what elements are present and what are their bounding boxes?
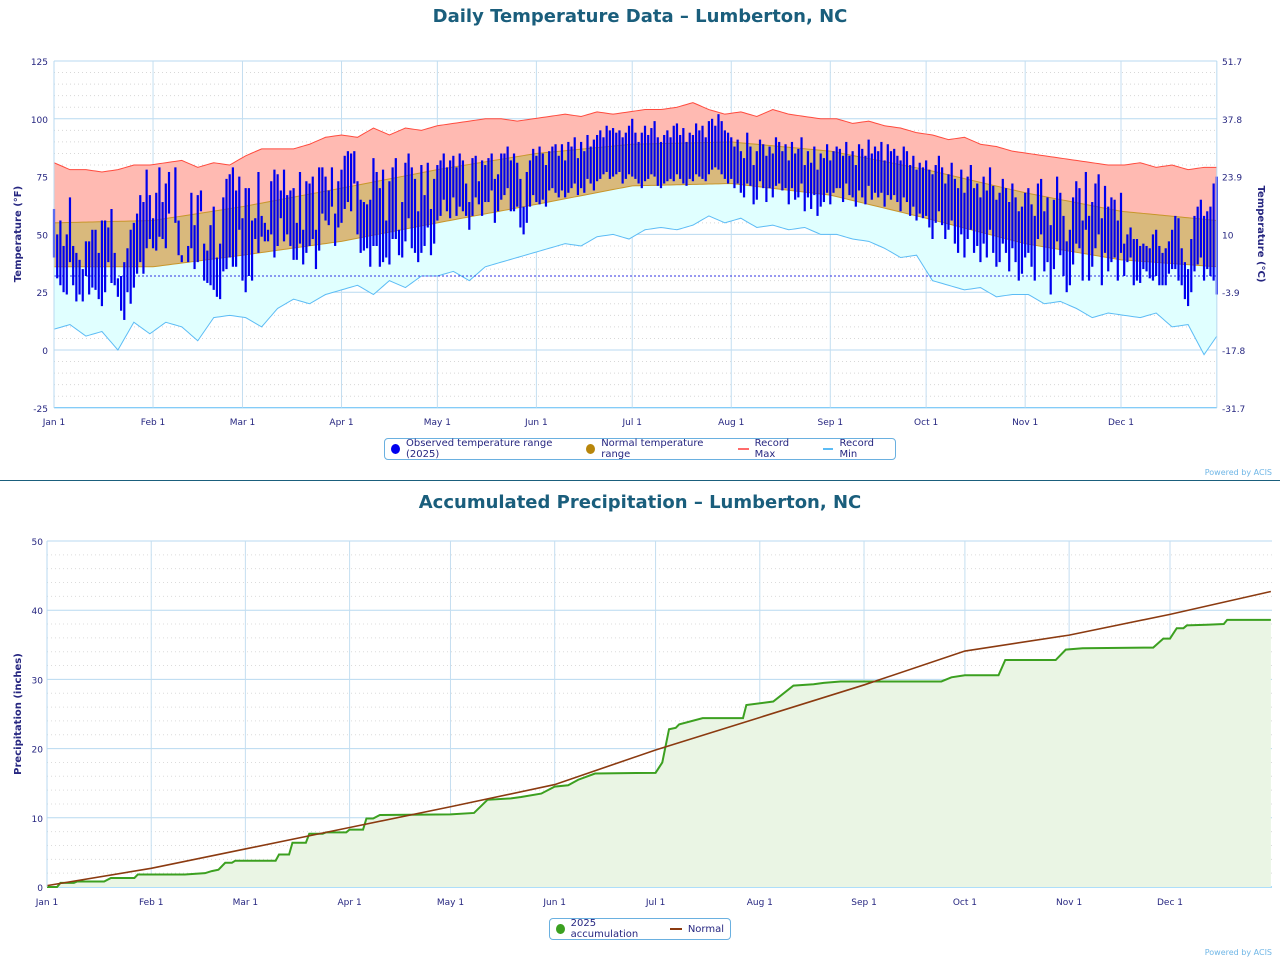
legend-item[interactable]: Record Min [822,438,889,460]
accumulation-line [47,618,1271,888]
y-tick-label: 10 [32,815,44,825]
x-tick-label: Jun 1 [524,418,548,428]
precipitation-legend: 2025 accumulation Normal [549,918,731,940]
y-right-tick-label: 37.8 [1222,116,1242,126]
x-tick-label: Aug 1 [718,418,744,428]
x-tick-label: Dec 1 [1108,418,1134,428]
legend-dot-icon [391,444,400,454]
y-right-tick-label: -3.9 [1222,289,1240,299]
x-tick-label: May 1 [424,418,451,428]
x-tick-label: Oct 1 [914,418,938,428]
x-tick-label: Aug 1 [747,898,773,908]
legend-item[interactable]: Observed temperature range (2025) [391,438,570,460]
x-tick-label: Apr 1 [338,898,362,908]
y-right-tick-label: 23.9 [1222,174,1242,184]
temperature-legend: Observed temperature range (2025) Normal … [384,438,896,460]
x-tick-label: Jul 1 [645,898,665,908]
x-tick-label: Apr 1 [329,418,353,428]
x-tick-label: Jan 1 [42,418,65,428]
y-axis-label: Precipitation (inches) [13,653,24,775]
legend-dot-icon [556,924,565,934]
normal-precipitation-line [46,590,1272,887]
y-right-tick-label: -17.8 [1222,347,1246,357]
x-tick-label: Nov 1 [1056,898,1082,908]
powered-by-acis-top[interactable]: Powered by ACIS [1204,468,1272,477]
legend-line-icon [737,448,749,450]
legend-label: Record Max [754,438,790,460]
powered-by-acis-bottom[interactable]: Powered by ACIS [1204,948,1272,957]
x-tick-label: Sep 1 [818,418,844,428]
legend-label: Normal temperature range [601,438,704,460]
x-tick-label: Mar 1 [233,898,259,908]
y-tick-label: 50 [32,538,44,548]
legend-label: Normal [687,923,724,935]
y-right-tick-label: 10 [1222,231,1234,241]
legend-item[interactable]: Normal [669,923,724,935]
legend-label: Observed temperature range (2025) [405,438,553,460]
x-tick-label: Feb 1 [139,898,164,908]
record-min-line [53,215,1218,356]
legend-label: 2025 accumulation [570,918,639,940]
x-tick-label: Sep 1 [851,898,877,908]
y-axis-label: Temperature (°F) [13,186,24,282]
x-tick-label: May 1 [437,898,464,908]
x-tick-label: Dec 1 [1157,898,1183,908]
precipitation-chart-title: Accumulated Precipitation – Lumberton, N… [418,492,862,513]
y-tick-label: 40 [32,607,44,617]
precipitation-chart: 50 40 30 20 10 0 Jan 1 Feb 1 Mar 1 Apr 1 May 1 Jun … [13,538,1272,908]
y-tick-label: 20 [32,746,44,756]
legend-dot-icon [586,444,596,454]
record-max-line [53,102,1217,173]
temperature-chart-title: Daily Temperature Data – Lumberton, NC [432,6,848,27]
y-right-tick-label: -31.7 [1222,405,1245,415]
x-tick-label: Jun 1 [542,898,566,908]
y-tick-label: 125 [31,58,48,68]
x-tick-label: Nov 1 [1012,418,1038,428]
x-tick-label: Feb 1 [141,418,166,428]
legend-line-icon [822,448,834,450]
x-tick-label: Oct 1 [953,898,977,908]
y-tick-label: 30 [32,676,44,686]
accumulation-area [47,619,1271,887]
y-tick-label: 50 [37,231,49,241]
x-tick-label: Jan 1 [35,898,58,908]
record-max-area [54,102,1217,223]
legend-item[interactable]: Record Max [737,438,807,460]
y-axis-right-label: Temperature (°C) [1255,186,1266,283]
y-tick-label: 25 [37,289,48,299]
legend-line-icon [669,928,682,930]
y-tick-label: -25 [33,405,48,415]
x-tick-label: Jul 1 [621,418,641,428]
y-tick-label: 75 [37,174,48,184]
x-tick-label: Mar 1 [230,418,256,428]
y-tick-label: 0 [37,884,43,894]
section-divider [0,480,1280,481]
legend-item[interactable]: Normal temperature range [586,438,722,460]
legend-item[interactable]: 2025 accumulation [556,918,654,940]
y-right-tick-label: 51.7 [1222,58,1242,68]
temperature-chart: 125 51.7 100 37.8 75 23.9 50 10 25 -3.9 0 -17.8 -25 -… [13,58,1266,428]
record-min-area [54,183,1217,355]
legend-label: Record Min [839,438,875,460]
y-tick-label: 0 [42,347,48,357]
y-tick-label: 100 [31,116,48,126]
